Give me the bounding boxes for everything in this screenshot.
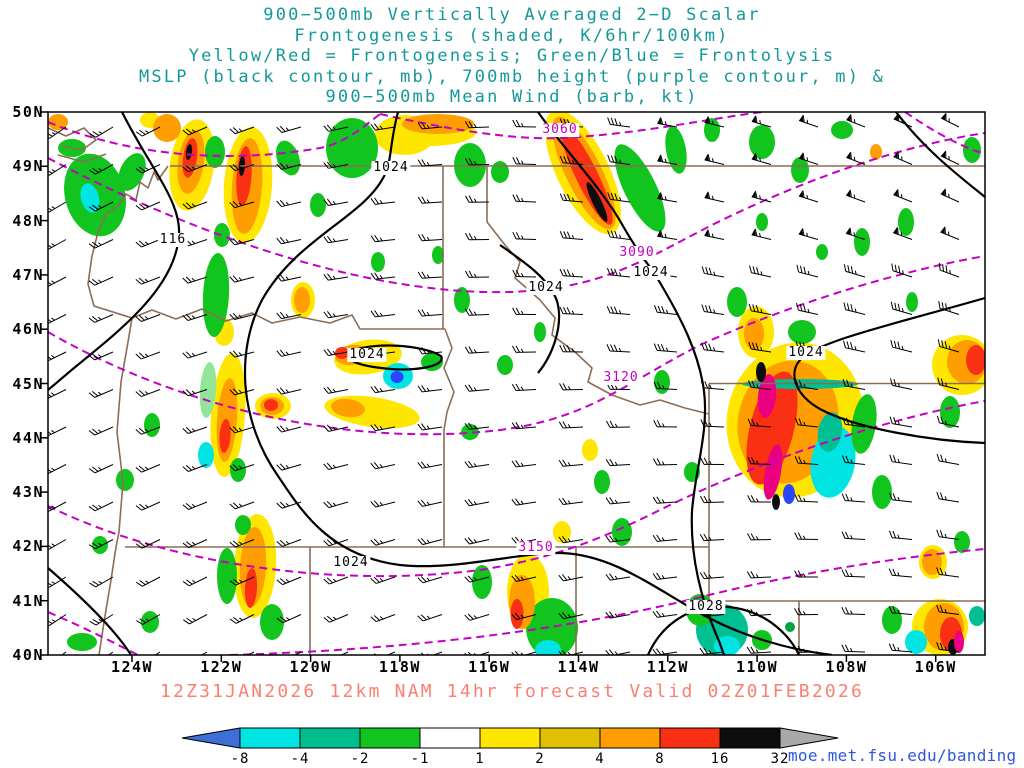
contour-label-purple: 3060 (540, 122, 580, 137)
colorbar (180, 727, 840, 749)
credit-link[interactable]: moe.met.fsu.edu/banding (788, 746, 1017, 765)
contour-label-black: 116 (157, 232, 189, 247)
colorbar-tick-label: -8 (230, 751, 250, 767)
lat-label: 42N (12, 537, 44, 556)
lat-label: 49N (12, 157, 44, 176)
lon-label: 110W (736, 658, 779, 676)
lon-label: 116W (468, 658, 511, 676)
contour-label-black: 1028 (686, 599, 726, 614)
lon-label: 118W (378, 658, 421, 676)
contour-label-black: 1024 (631, 265, 671, 280)
lon-label: 120W (289, 658, 332, 676)
lat-label: 40N (12, 646, 44, 664)
title-line-2: Frontogenesis (shaded, K/6hr/100km) (294, 25, 730, 46)
lat-label: 43N (12, 483, 44, 502)
colorbar-tick-label: 16 (710, 751, 730, 767)
lon-label: 114W (557, 658, 600, 676)
contour-label-black: 1024 (371, 160, 411, 175)
lon-label: 112W (646, 658, 689, 676)
colorbar-svg (181, 727, 839, 749)
colorbar-tick-label: -4 (290, 751, 310, 767)
colorbar-tick-label: -1 (410, 751, 430, 767)
contour-label-black: 1024 (331, 555, 371, 570)
colorbar-tick-label: 1 (475, 751, 485, 767)
contour-label-purple: 3120 (601, 370, 641, 385)
colorbar-tick-label: 4 (595, 751, 605, 767)
contour-label-black: 1024 (526, 280, 566, 295)
lon-label: 106W (914, 658, 957, 676)
title-line-1: 900−500mb Vertically Averaged 2−D Scalar (263, 5, 761, 25)
title-block: 900−500mb Vertically Averaged 2−D Scalar… (0, 5, 1024, 108)
lat-label: 41N (12, 591, 44, 610)
lat-label: 50N (12, 103, 44, 121)
colorbar-tick-label: -2 (350, 751, 370, 767)
contour-label-purple: 3150 (516, 540, 556, 555)
colorbar-tick-label: 2 (535, 751, 545, 767)
lon-label: 124W (110, 658, 154, 676)
colorbar-tick-label: 8 (655, 751, 665, 767)
lat-label: 47N (12, 265, 44, 284)
colorbar-tick-label: 32 (770, 751, 790, 767)
forecast-caption: 12Z31JAN2026 12km NAM 14hr forecast Vali… (160, 681, 864, 702)
contour-label-black: 1024 (786, 345, 826, 360)
lon-label: 122W (200, 658, 243, 676)
lat-label: 46N (12, 320, 44, 339)
title-line-5: 900−500mb Mean Wind (barb, kt) (325, 87, 699, 107)
title-line-3: Yellow/Red = Frontogenesis; Green/Blue =… (188, 46, 836, 66)
lat-label: 44N (12, 428, 44, 447)
lat-label: 48N (12, 211, 44, 230)
lon-label: 108W (825, 658, 868, 676)
contour-label-purple: 3090 (617, 245, 657, 260)
title-line-4: MSLP (black contour, mb), 700mb height (… (138, 66, 886, 87)
contour-label-black: 1024 (347, 347, 387, 362)
lat-label: 45N (12, 374, 44, 393)
